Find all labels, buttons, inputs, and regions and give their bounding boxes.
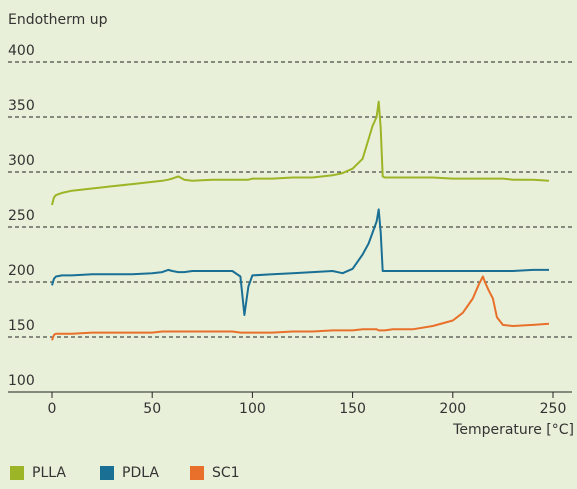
x-tick-label: 50 xyxy=(143,401,161,417)
legend-swatch xyxy=(190,466,204,480)
series-line xyxy=(51,275,550,341)
x-tick-label: 0 xyxy=(48,401,57,417)
x-tick-label: 150 xyxy=(339,401,366,417)
y-tick-label: 250 xyxy=(8,208,35,224)
y-tick-label: 200 xyxy=(8,263,35,279)
legend-label: SC1 xyxy=(212,465,240,481)
legend-label: PLLA xyxy=(32,465,66,481)
series-line xyxy=(51,208,549,316)
legend-swatch xyxy=(10,466,24,480)
y-tick-label: 300 xyxy=(8,153,35,169)
y-tick-label: 150 xyxy=(8,318,35,334)
y-tick-label: 400 xyxy=(8,43,35,59)
series-line xyxy=(51,100,550,206)
x-tick-label: 200 xyxy=(439,401,466,417)
y-tick-label: 350 xyxy=(8,98,35,114)
x-tick-label: 100 xyxy=(239,401,266,417)
x-tick-label: 250 xyxy=(540,401,567,417)
legend-label: PDLA xyxy=(122,465,159,481)
x-axis-label: Temperature [°C] xyxy=(452,422,574,438)
y-tick-label: 100 xyxy=(8,373,35,389)
legend-swatch xyxy=(100,466,114,480)
y-axis-label: Endotherm up xyxy=(8,12,108,28)
